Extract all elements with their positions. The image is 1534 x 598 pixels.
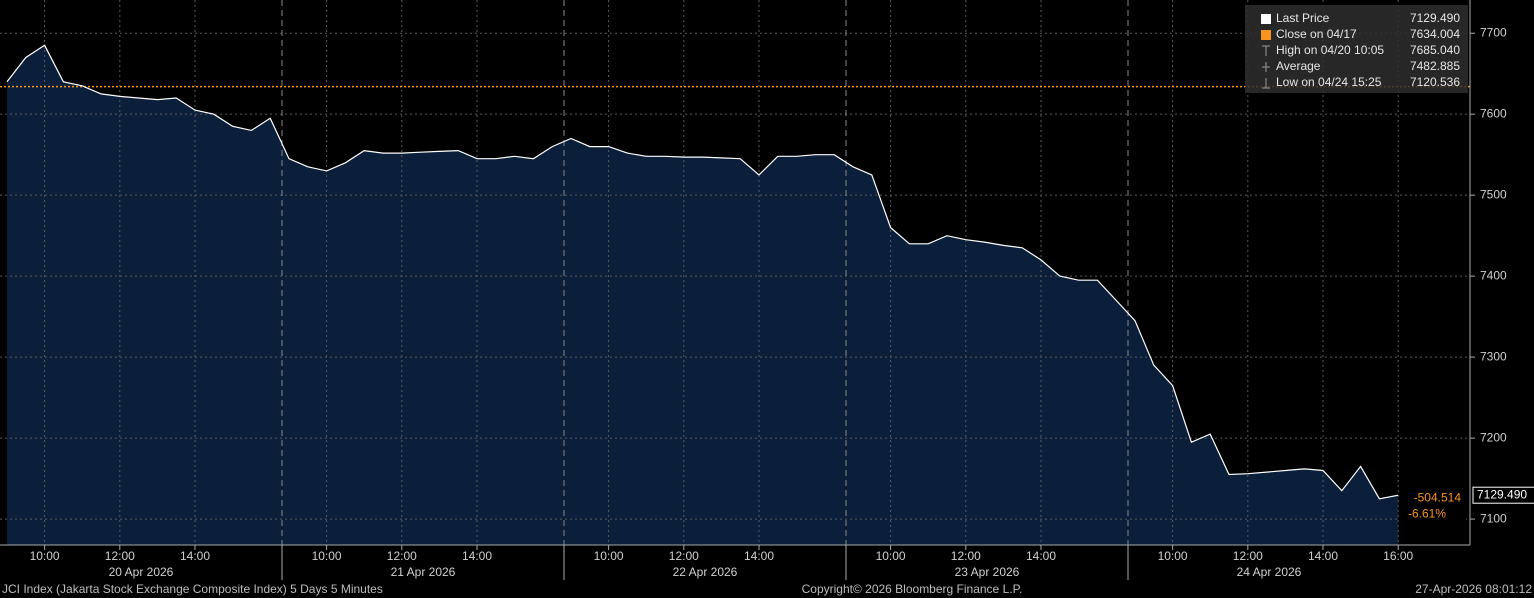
legend-swatch	[1261, 14, 1271, 24]
x-tick-label: 14:00	[462, 549, 492, 563]
legend-label: Close on 04/17	[1276, 27, 1357, 41]
x-tick-label: 10:00	[1158, 549, 1188, 563]
last-price-tag	[1472, 486, 1534, 504]
day-label: 24 Apr 2026	[1237, 565, 1302, 579]
x-tick-label: 10:00	[312, 549, 342, 563]
legend-label: Low on 04/24 15:25	[1276, 75, 1382, 89]
x-tick-label: 16:00	[1383, 549, 1413, 563]
legend-value: 7129.490	[1410, 11, 1460, 25]
legend-label: Average	[1276, 59, 1321, 73]
change-pct-label: -6.61%	[1408, 506, 1446, 520]
y-tick-label: 7200	[1480, 430, 1507, 444]
change-box	[1400, 490, 1466, 525]
legend-value: 7685.040	[1410, 43, 1460, 57]
footer-center: Copyright© 2026 Bloomberg Finance L.P.	[802, 582, 1023, 596]
x-tick-label: 10:00	[594, 549, 624, 563]
x-tick-label: 10:00	[30, 549, 60, 563]
footer-left: JCI Index (Jakarta Stock Exchange Compos…	[2, 582, 383, 596]
x-tick-label: 12:00	[1233, 549, 1263, 563]
x-tick-label: 12:00	[105, 549, 135, 563]
footer-right: 27-Apr-2026 08:01:12	[1415, 582, 1532, 596]
y-tick-label: 7100	[1480, 511, 1507, 525]
x-tick-label: 14:00	[744, 549, 774, 563]
y-tick-label: 7700	[1480, 25, 1507, 39]
x-tick-label: 10:00	[876, 549, 906, 563]
price-line	[6, 44, 1399, 500]
legend-value: 7634.004	[1410, 27, 1460, 41]
x-tick-label: 12:00	[951, 549, 981, 563]
day-label: 22 Apr 2026	[673, 565, 738, 579]
x-tick-label: 12:00	[387, 549, 417, 563]
legend-label: Last Price	[1276, 11, 1330, 25]
x-tick-label: 14:00	[1308, 549, 1338, 563]
legend-swatch	[1261, 30, 1271, 40]
legend-value: 7482.885	[1410, 59, 1460, 73]
x-tick-label: 14:00	[1026, 549, 1056, 563]
legend-box	[1245, 5, 1468, 93]
price-area	[7, 45, 1399, 546]
y-tick-label: 7500	[1480, 187, 1507, 201]
day-label: 21 Apr 2026	[391, 565, 456, 579]
y-tick-label: 7400	[1480, 268, 1507, 282]
legend-label: High on 04/20 10:05	[1276, 43, 1384, 57]
last-price-label: 7129.490	[1477, 487, 1527, 501]
change-label: -504.514	[1414, 490, 1462, 504]
x-tick-label: 12:00	[669, 549, 699, 563]
legend-value: 7120.536	[1410, 75, 1460, 89]
day-label: 20 Apr 2026	[109, 565, 174, 579]
x-tick-label: 14:00	[180, 549, 210, 563]
y-tick-label: 7600	[1480, 106, 1507, 120]
y-tick-label: 7300	[1480, 349, 1507, 363]
day-label: 23 Apr 2026	[955, 565, 1020, 579]
